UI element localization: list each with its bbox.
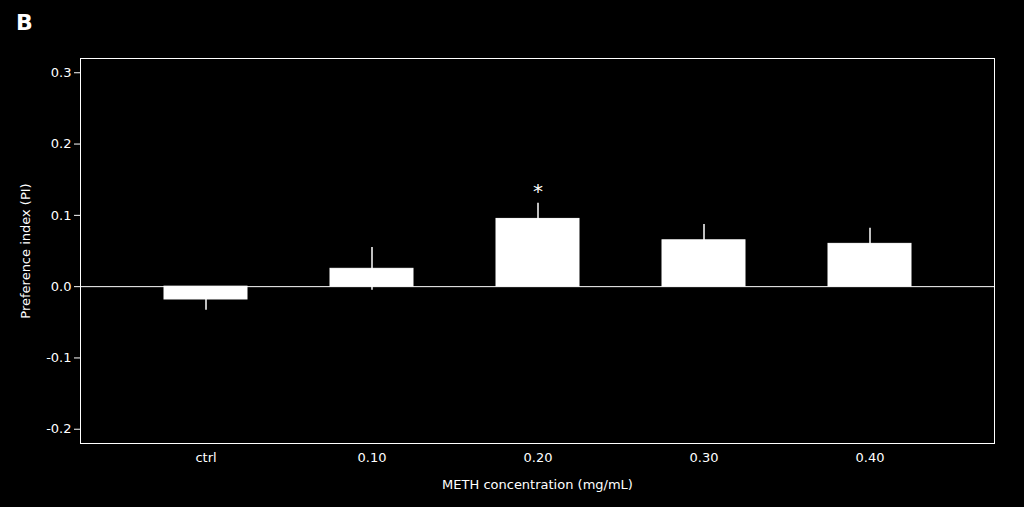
svg-text:-0.2: -0.2 bbox=[46, 421, 71, 436]
svg-text:0.20: 0.20 bbox=[524, 450, 553, 465]
svg-text:ctrl: ctrl bbox=[195, 450, 216, 465]
svg-text:Preference index (PI): Preference index (PI) bbox=[18, 183, 33, 318]
svg-text:-0.1: -0.1 bbox=[46, 350, 71, 365]
svg-text:METH concentration (mg/mL): METH concentration (mg/mL) bbox=[442, 477, 633, 492]
svg-text:0.1: 0.1 bbox=[51, 208, 72, 223]
svg-text:*: * bbox=[533, 179, 543, 203]
svg-text:0.10: 0.10 bbox=[358, 450, 387, 465]
svg-text:0.30: 0.30 bbox=[690, 450, 719, 465]
svg-text:0.3: 0.3 bbox=[51, 65, 72, 80]
svg-text:0.0: 0.0 bbox=[51, 279, 72, 294]
svg-text:0.40: 0.40 bbox=[856, 450, 885, 465]
html-text:B: B bbox=[16, 10, 33, 35]
svg-text:0.2: 0.2 bbox=[51, 136, 72, 151]
